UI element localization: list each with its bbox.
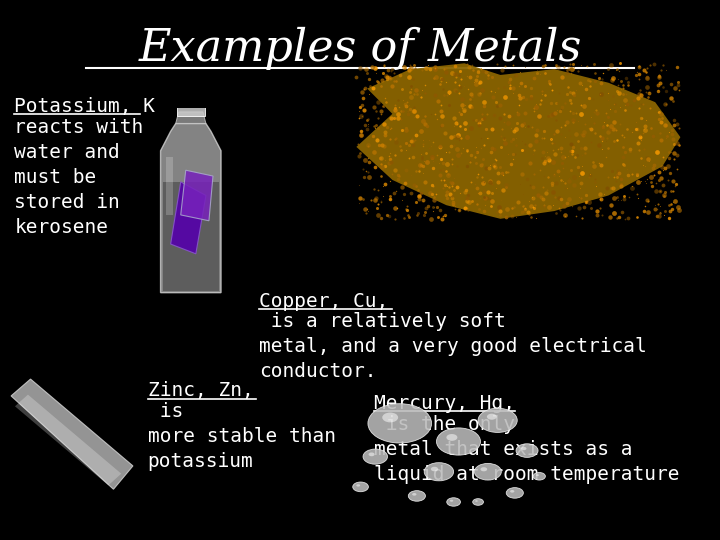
- Circle shape: [474, 463, 501, 480]
- Polygon shape: [11, 379, 133, 489]
- Polygon shape: [176, 112, 206, 124]
- Circle shape: [533, 472, 546, 480]
- Circle shape: [353, 482, 369, 492]
- Circle shape: [475, 500, 478, 502]
- Text: Copper, Cu,: Copper, Cu,: [259, 292, 389, 310]
- Circle shape: [510, 490, 514, 492]
- Circle shape: [521, 447, 526, 450]
- Polygon shape: [166, 157, 173, 215]
- Circle shape: [356, 484, 360, 487]
- Circle shape: [450, 500, 454, 502]
- Text: Mercury, Hg,: Mercury, Hg,: [374, 394, 516, 413]
- Polygon shape: [356, 63, 680, 219]
- Text: Examples of Metals: Examples of Metals: [138, 27, 582, 70]
- Polygon shape: [15, 395, 121, 485]
- Text: Zinc, Zn,: Zinc, Zn,: [148, 381, 253, 400]
- Circle shape: [436, 428, 480, 455]
- Polygon shape: [176, 104, 205, 116]
- Circle shape: [369, 453, 374, 456]
- Circle shape: [478, 408, 517, 433]
- Circle shape: [446, 498, 461, 506]
- Circle shape: [516, 444, 538, 457]
- Circle shape: [536, 474, 539, 476]
- Circle shape: [382, 413, 398, 422]
- Circle shape: [363, 449, 387, 464]
- Circle shape: [431, 467, 438, 471]
- Circle shape: [412, 493, 416, 496]
- Polygon shape: [161, 124, 221, 293]
- Circle shape: [408, 491, 426, 501]
- Circle shape: [506, 488, 523, 498]
- Polygon shape: [181, 170, 213, 221]
- Text: is a relatively soft
metal, and a very good electrical
conductor.: is a relatively soft metal, and a very g…: [259, 312, 647, 381]
- Circle shape: [424, 463, 454, 481]
- Circle shape: [446, 434, 457, 441]
- Text: is
more stable than
potassium: is more stable than potassium: [148, 402, 336, 471]
- Circle shape: [480, 467, 487, 471]
- Circle shape: [368, 404, 431, 443]
- Polygon shape: [171, 182, 206, 254]
- Circle shape: [473, 498, 483, 505]
- Text: Potassium, K: Potassium, K: [14, 97, 156, 116]
- Polygon shape: [163, 182, 219, 291]
- Text: is the only
metal that exists as a
liquid at room temperature: is the only metal that exists as a liqui…: [374, 415, 680, 484]
- Circle shape: [487, 414, 497, 420]
- Text: reacts with
water and
must be
stored in
kerosene: reacts with water and must be stored in …: [14, 118, 144, 237]
